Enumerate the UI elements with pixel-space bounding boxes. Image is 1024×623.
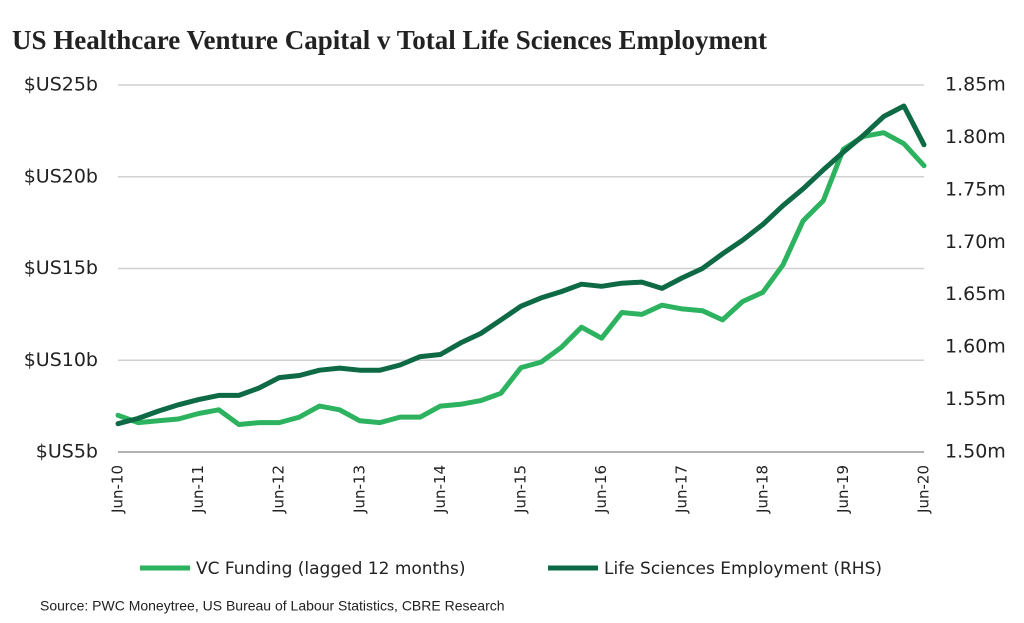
x-tick-label: Jun-15 [512, 465, 530, 514]
series-line [115, 103, 927, 427]
y-tick-label: $US15b [24, 257, 98, 279]
y2-tick-label: 1.50m [945, 441, 1006, 463]
series-line [115, 130, 927, 427]
x-tick-label: Jun-14 [431, 465, 449, 514]
chart-title: US Healthcare Venture Capital v Total Li… [12, 25, 767, 55]
y2-tick-label: 1.75m [945, 178, 1006, 200]
x-tick-label: Jun-20 [915, 465, 933, 514]
y2-tick-label: 1.55m [945, 388, 1006, 410]
x-tick-label: Jun-10 [109, 465, 127, 514]
legend-label: Life Sciences Employment (RHS) [604, 559, 882, 579]
y-tick-label: $US20b [24, 165, 98, 187]
x-tick-label: Jun-17 [673, 465, 691, 514]
y-tick-label: $US5b [36, 441, 98, 463]
y2-tick-label: 1.70m [945, 231, 1006, 253]
x-tick-label: Jun-12 [270, 465, 288, 514]
x-tick-label: Jun-16 [592, 465, 610, 514]
legend-label: VC Funding (lagged 12 months) [196, 559, 466, 579]
x-tick-label: Jun-13 [350, 465, 368, 514]
y2-tick-label: 1.65m [945, 283, 1006, 305]
x-tick-label: Jun-19 [834, 465, 852, 514]
source-note: Source: PWC Moneytree, US Bureau of Labo… [40, 598, 505, 614]
y2-tick-label: 1.85m [945, 74, 1006, 96]
y-tick-label: $US25b [24, 74, 98, 96]
y2-tick-label: 1.60m [945, 336, 1006, 358]
x-tick-label: Jun-11 [189, 465, 207, 514]
x-tick-label: Jun-18 [753, 465, 771, 514]
y2-tick-label: 1.80m [945, 126, 1006, 148]
y-tick-label: $US10b [24, 349, 98, 371]
